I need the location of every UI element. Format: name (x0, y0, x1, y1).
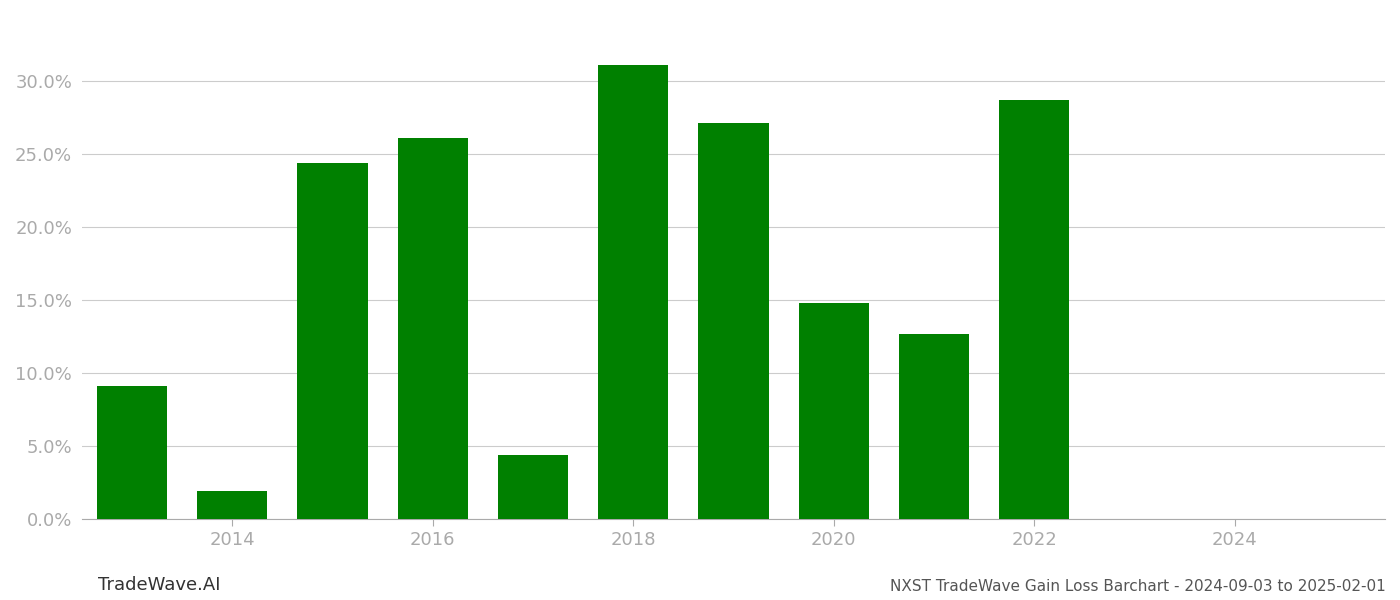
Bar (297, 163, 368, 519)
Bar (899, 334, 969, 519)
Bar (398, 138, 468, 519)
Bar (97, 386, 167, 519)
Bar (699, 123, 769, 519)
Text: TradeWave.AI: TradeWave.AI (98, 576, 221, 594)
Text: NXST TradeWave Gain Loss Barchart - 2024-09-03 to 2025-02-01: NXST TradeWave Gain Loss Barchart - 2024… (890, 579, 1386, 594)
Bar (798, 303, 869, 519)
Bar (1000, 100, 1070, 519)
Bar (197, 491, 267, 519)
Bar (498, 455, 568, 519)
Bar (598, 65, 668, 519)
